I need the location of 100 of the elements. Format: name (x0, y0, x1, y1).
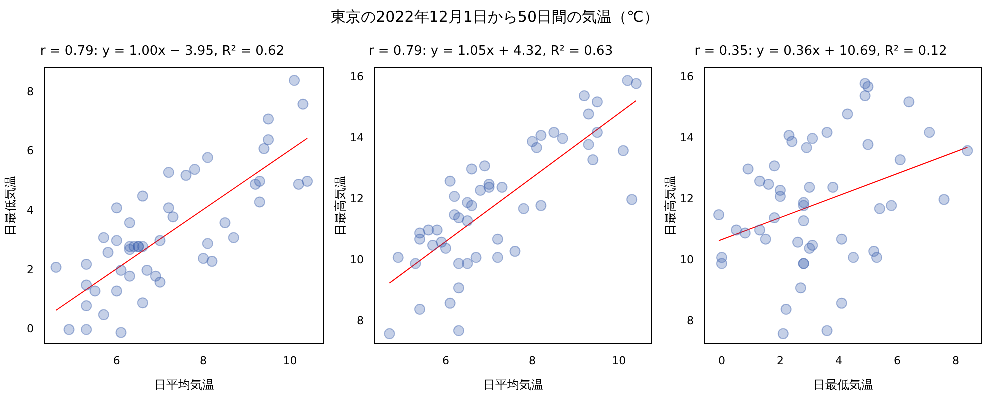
point (731, 224, 742, 236)
point (904, 96, 915, 108)
point (453, 282, 464, 294)
point (548, 127, 560, 138)
point (836, 234, 848, 245)
point (449, 191, 460, 202)
point (263, 134, 274, 146)
point (440, 243, 452, 254)
point (774, 191, 786, 202)
text: 東京の2022年12月1日から50日間の気温（℃） (330, 8, 660, 27)
point (822, 127, 833, 138)
point (578, 90, 590, 102)
chart-title: r = 0.35: y = 0.36x + 10.69, R² = 0.12 (694, 44, 948, 60)
point (116, 327, 127, 338)
y-tick-label: 16 (680, 70, 694, 84)
point (154, 276, 166, 288)
point (98, 232, 110, 244)
point (410, 258, 422, 270)
point (518, 203, 530, 214)
point (432, 224, 443, 236)
point (220, 218, 231, 228)
y-tick-label: 12 (680, 192, 694, 206)
point (64, 324, 75, 336)
point (828, 182, 839, 193)
point (392, 252, 404, 264)
point (769, 160, 780, 172)
point (258, 143, 270, 154)
point (254, 176, 266, 187)
point (860, 90, 871, 102)
point (81, 259, 92, 270)
x-tick-label: 6 (442, 354, 450, 368)
point (778, 328, 789, 340)
point (754, 224, 766, 236)
point (583, 108, 594, 120)
point (714, 209, 725, 220)
point (81, 324, 92, 336)
point (862, 139, 874, 150)
point (842, 108, 854, 120)
point (180, 170, 192, 182)
x-axis-title: 日最低気温 (814, 378, 874, 392)
point (626, 194, 638, 206)
point (137, 298, 148, 309)
point (583, 139, 594, 150)
point (484, 182, 495, 193)
x-tick-label: 10 (612, 354, 626, 368)
point (798, 216, 810, 227)
point (90, 286, 101, 297)
y-tick-label: 14 (350, 132, 364, 145)
point (111, 202, 122, 214)
point (137, 190, 148, 202)
point (801, 142, 812, 154)
point (81, 280, 92, 291)
point (807, 133, 818, 144)
point (492, 252, 504, 264)
point (592, 96, 603, 108)
point (462, 258, 474, 270)
x-tick-label: 10 (283, 354, 298, 368)
point (298, 98, 309, 110)
x-axis-title: 日平均気温 (154, 378, 214, 392)
point (804, 182, 816, 193)
point (588, 154, 599, 166)
y-axis-title: 日最低気温 (3, 176, 18, 236)
point (168, 212, 179, 223)
point (924, 127, 936, 138)
point (760, 234, 772, 245)
y-tick-label: 10 (350, 254, 364, 267)
point (622, 75, 634, 86)
point (780, 304, 792, 316)
point (763, 178, 774, 190)
point (142, 264, 153, 276)
point (137, 241, 148, 252)
point (228, 232, 240, 244)
point (423, 224, 434, 236)
point (807, 240, 818, 251)
x-tick-label: 6 (113, 354, 120, 368)
point (496, 182, 508, 193)
chart-title: r = 0.79: y = 1.00x − 3.95, R² = 0.62 (40, 44, 285, 60)
y-tick-label: 6 (27, 144, 34, 158)
y-tick-label: 2 (27, 263, 34, 276)
point (163, 167, 174, 178)
point (202, 152, 214, 164)
y-tick-label: 0 (27, 322, 34, 336)
point (384, 328, 396, 340)
point (124, 218, 136, 228)
x-tick-label: 8 (200, 354, 208, 368)
x-tick-label: 8 (952, 354, 960, 368)
point (798, 200, 810, 212)
point (124, 270, 136, 282)
point (453, 325, 464, 336)
point (293, 178, 304, 190)
point (111, 286, 122, 297)
point (462, 216, 474, 227)
x-axis-title: 日平均気温 (484, 378, 544, 392)
point (848, 252, 860, 264)
point (962, 145, 974, 156)
point (557, 133, 568, 144)
x-tick-label: 6 (894, 354, 901, 368)
point (154, 235, 166, 246)
point (740, 228, 751, 239)
point (198, 253, 210, 264)
